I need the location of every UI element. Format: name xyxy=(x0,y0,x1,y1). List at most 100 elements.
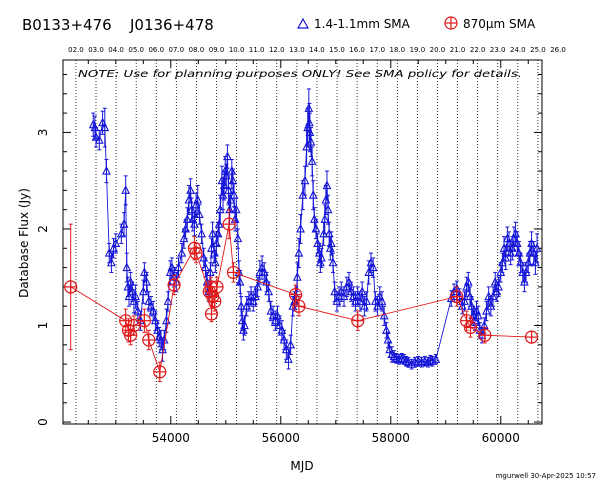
top-tick-label: 16.0 xyxy=(349,46,365,54)
data-point-triangle xyxy=(383,334,393,344)
series-1.4-1.1mm xyxy=(88,88,542,370)
top-tick-label: 05.0 xyxy=(128,46,144,54)
data-point-circle xyxy=(292,299,306,313)
data-point-triangle xyxy=(131,291,140,301)
top-tick-label: 26.0 xyxy=(550,46,566,54)
series-layer xyxy=(64,88,542,383)
data-point-triangle xyxy=(488,291,498,301)
top-tick-label: 24.0 xyxy=(510,46,526,54)
data-point-triangle xyxy=(336,286,346,296)
data-point-circle xyxy=(189,246,203,260)
data-point-triangle xyxy=(320,214,330,223)
data-point-triangle xyxy=(264,286,274,296)
top-tick-label: 07.0 xyxy=(169,46,185,54)
data-point-circle xyxy=(208,294,222,308)
data-point-triangle xyxy=(163,296,173,305)
data-point-triangle xyxy=(362,296,371,305)
data-point-circle xyxy=(222,217,236,231)
data-point-triangle xyxy=(325,243,335,252)
data-point-triangle xyxy=(238,325,248,334)
data-point-triangle xyxy=(121,185,131,194)
data-point-triangle xyxy=(223,151,232,161)
top-tick-label: 04.0 xyxy=(108,46,124,54)
legend: 1.4-1.1mm SMA 870μm SMA xyxy=(296,16,536,31)
data-point-triangle xyxy=(227,165,237,175)
data-point-triangle xyxy=(253,281,263,291)
data-point-triangle xyxy=(177,247,187,257)
data-point-circle xyxy=(153,365,167,379)
data-point-triangle xyxy=(174,262,183,272)
data-point-triangle xyxy=(218,189,228,199)
plot-frame xyxy=(62,59,543,425)
data-point-triangle xyxy=(193,194,203,204)
data-point-triangle xyxy=(494,281,503,291)
top-tick-label: 12.0 xyxy=(269,46,285,54)
data-point-triangle xyxy=(326,238,336,247)
data-point-triangle xyxy=(116,228,126,238)
data-point-triangle xyxy=(473,310,483,320)
data-point-triangle xyxy=(308,189,318,199)
data-point-triangle xyxy=(482,305,491,315)
data-point-triangle xyxy=(300,175,310,185)
data-point-triangle xyxy=(407,358,417,368)
year-gridlines xyxy=(75,60,539,424)
top-tick-label: 19.0 xyxy=(410,46,426,54)
data-point-triangle xyxy=(122,262,132,272)
y-axis-label: Database Flux (Jy) xyxy=(17,188,31,298)
top-tick-label: 21.0 xyxy=(450,46,466,54)
data-point-triangle xyxy=(428,356,437,365)
data-point-circle xyxy=(64,280,78,294)
data-point-triangle xyxy=(100,122,110,132)
data-point-triangle xyxy=(431,354,441,363)
top-tick-label: 23.0 xyxy=(490,46,506,54)
data-point-triangle xyxy=(501,252,511,262)
data-point-triangle xyxy=(368,262,378,272)
legend-label-high: 870μm SMA xyxy=(463,17,536,31)
data-point-triangle xyxy=(94,134,104,144)
data-point-triangle xyxy=(186,185,195,194)
top-tick-label: 03.0 xyxy=(88,46,104,54)
top-tick-label: 14.0 xyxy=(309,46,325,54)
top-tick-label: 15.0 xyxy=(329,46,345,54)
data-point-triangle xyxy=(394,354,404,363)
data-point-triangle xyxy=(213,228,223,238)
data-point-triangle xyxy=(111,238,121,247)
data-point-triangle xyxy=(229,189,239,199)
y-tick-label: 2 xyxy=(36,225,50,233)
data-point-triangle xyxy=(231,204,241,214)
data-point-triangle xyxy=(208,228,217,238)
top-tick-label: 11.0 xyxy=(249,46,265,54)
data-point-triangle xyxy=(315,257,325,267)
top-tick-label: 09.0 xyxy=(209,46,225,54)
x-tick-label: 58000 xyxy=(372,431,410,445)
data-point-triangle xyxy=(207,243,216,252)
planning-note: NOTE: Use for planning purposes ONLY! Se… xyxy=(78,69,522,80)
data-point-triangle xyxy=(226,194,236,204)
data-point-triangle xyxy=(102,165,111,175)
data-point-triangle xyxy=(498,257,507,267)
data-point-triangle xyxy=(107,257,116,267)
data-point-triangle xyxy=(305,127,315,136)
data-point-triangle xyxy=(292,272,302,281)
data-point-triangle xyxy=(284,354,293,363)
source-name: B0133+476 xyxy=(22,16,112,34)
source-alias: J0136+478 xyxy=(129,16,214,34)
data-point-triangle xyxy=(306,136,316,146)
data-point-circle xyxy=(450,289,464,304)
data-point-circle xyxy=(351,314,365,328)
top-tick-label: 02.0 xyxy=(68,46,84,54)
top-tick-label: 06.0 xyxy=(148,46,164,54)
data-point-triangle xyxy=(233,233,243,243)
data-point-triangle xyxy=(210,257,220,267)
data-point-triangle xyxy=(323,204,333,214)
top-tick-label: 20.0 xyxy=(430,46,446,54)
data-point-triangle xyxy=(294,247,304,257)
y-tick-label: 0 xyxy=(36,418,50,426)
data-point-circle xyxy=(137,314,151,328)
top-tick-label: 10.0 xyxy=(229,46,245,54)
data-point-triangle xyxy=(417,356,426,366)
data-point-triangle xyxy=(182,214,192,223)
data-point-circle xyxy=(204,307,219,321)
data-point-triangle xyxy=(328,257,338,267)
x-tick-label: 60000 xyxy=(482,431,520,445)
